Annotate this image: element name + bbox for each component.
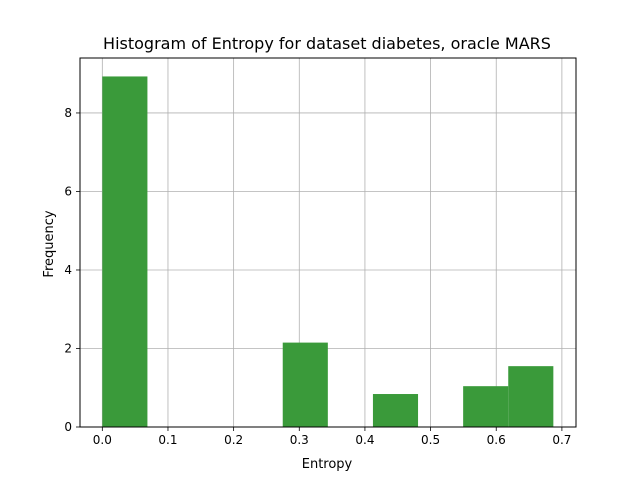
histogram-bar (463, 386, 509, 427)
x-tick-label: 0.2 (224, 433, 243, 447)
x-axis-label: Entropy (302, 457, 353, 472)
x-tick-label: 0.6 (487, 433, 506, 447)
y-axis-label: Frequency (42, 210, 57, 277)
plot-frame (79, 57, 577, 428)
histogram-bar (102, 76, 148, 427)
y-tick-label: 6 (64, 184, 72, 198)
x-tick-label: 0.5 (421, 433, 440, 447)
x-tick-label: 0.3 (290, 433, 309, 447)
chart-title: Histogram of Entropy for dataset diabete… (103, 34, 551, 53)
ticks: 0.0 0.1 0.2 0.3 0.4 0.5 0.6 0.7 0 2 4 6 8 (64, 106, 571, 447)
x-tick-label: 0.4 (355, 433, 374, 447)
x-tick-label: 0.0 (93, 433, 112, 447)
y-tick-label: 2 (64, 341, 72, 355)
bars (102, 76, 554, 427)
y-tick-label: 8 (64, 106, 72, 120)
histogram-bar (508, 366, 554, 427)
histogram-bar (372, 394, 419, 427)
histogram-bar (282, 342, 328, 427)
y-tick-label: 4 (64, 263, 72, 277)
x-tick-label: 0.1 (158, 433, 177, 447)
y-tick-label: 0 (64, 420, 72, 434)
x-tick-label: 0.7 (552, 433, 571, 447)
